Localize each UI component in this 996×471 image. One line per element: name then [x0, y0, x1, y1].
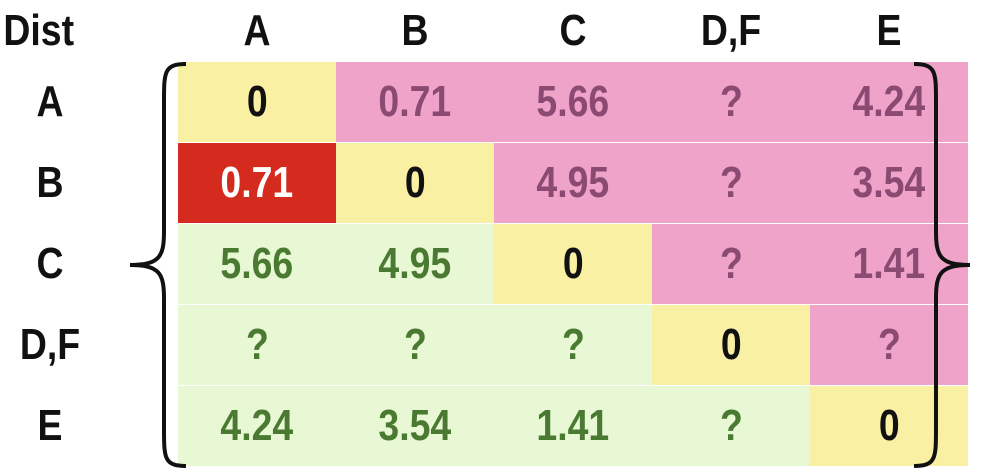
- matrix-cell: ?: [810, 305, 968, 385]
- matrix-cell: 4.24: [178, 386, 336, 466]
- cell-value: 4.24: [220, 401, 294, 450]
- corner-label: Dist: [3, 6, 75, 55]
- cell-value: 5.66: [536, 77, 610, 126]
- cell-value: 5.66: [220, 239, 294, 288]
- column-header: B: [401, 6, 429, 55]
- column-header: A: [243, 6, 271, 55]
- cell-value: 0: [404, 158, 426, 207]
- cell-value: 1.41: [536, 401, 610, 450]
- cell-value: 3.54: [852, 158, 926, 207]
- matrix-cell: 0: [178, 62, 336, 142]
- cell-value: ?: [877, 320, 901, 369]
- matrix-cell: ?: [652, 224, 810, 304]
- matrix-cell: ?: [336, 305, 494, 385]
- cell-value: ?: [403, 320, 427, 369]
- matrix-cell: 4.24: [810, 62, 968, 142]
- cell-value: 4.24: [852, 77, 926, 126]
- cell-value: 0: [878, 401, 900, 450]
- matrix-cell: 0: [810, 386, 968, 466]
- cell-value: 3.54: [378, 401, 452, 450]
- row-header: B: [36, 158, 64, 207]
- cell-value: 0: [562, 239, 584, 288]
- row-header: D,F: [19, 320, 81, 369]
- matrix-cell: ?: [652, 386, 810, 466]
- matrix-cell: ?: [652, 62, 810, 142]
- matrix-cell: 3.54: [336, 386, 494, 466]
- row-header: A: [36, 77, 64, 126]
- matrix-cell: 5.66: [178, 224, 336, 304]
- matrix-cell: ?: [494, 305, 652, 385]
- matrix-cell: 4.95: [336, 224, 494, 304]
- column-header: C: [559, 6, 587, 55]
- cell-value: 0: [720, 320, 742, 369]
- cell-value: 4.95: [378, 239, 452, 288]
- row-header: E: [37, 401, 63, 450]
- cell-value: 4.95: [536, 158, 610, 207]
- cell-value: ?: [561, 320, 585, 369]
- left-brace: [129, 62, 187, 468]
- row-header: C: [36, 239, 64, 288]
- matrix-cell: 3.54: [810, 143, 968, 223]
- column-header: E: [876, 6, 902, 55]
- cell-value: ?: [719, 401, 743, 450]
- matrix-cell: 0: [494, 224, 652, 304]
- matrix-cell: 0.71: [178, 143, 336, 223]
- matrix-cell: ?: [178, 305, 336, 385]
- cell-value: ?: [245, 320, 269, 369]
- matrix-cell: 0: [652, 305, 810, 385]
- matrix-cell: 1.41: [494, 386, 652, 466]
- right-brace: [913, 62, 971, 468]
- cell-value: 0.71: [220, 158, 294, 207]
- matrix-cell: 5.66: [494, 62, 652, 142]
- cell-value: ?: [719, 158, 743, 207]
- cell-value: 1.41: [852, 239, 926, 288]
- matrix-cell: 0.71: [336, 62, 494, 142]
- matrix-cell: ?: [652, 143, 810, 223]
- matrix-cell: 4.95: [494, 143, 652, 223]
- matrix-cell: 0: [336, 143, 494, 223]
- cell-value: 0.71: [378, 77, 452, 126]
- cell-value: ?: [719, 239, 743, 288]
- column-header: D,F: [700, 6, 762, 55]
- cell-value: 0: [246, 77, 268, 126]
- cell-value: ?: [719, 77, 743, 126]
- matrix-cell: 1.41: [810, 224, 968, 304]
